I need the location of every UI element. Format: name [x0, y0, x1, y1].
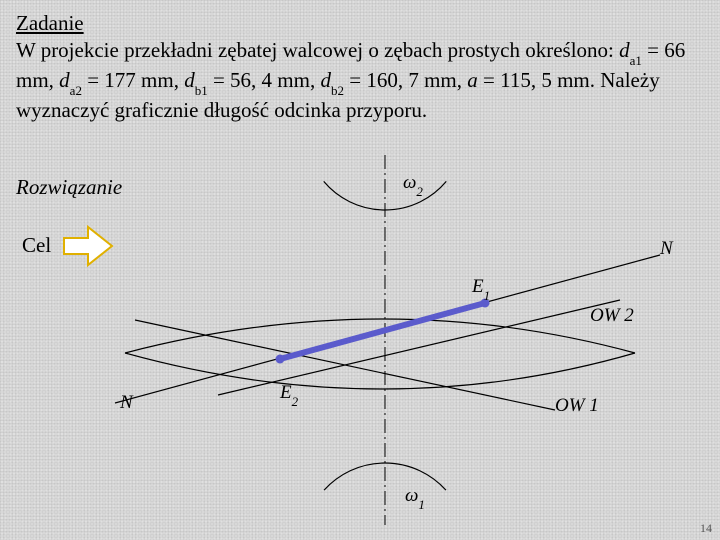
label-N-right: N	[660, 238, 673, 260]
label-N-left: N	[120, 392, 133, 414]
label-E1: E1	[472, 276, 490, 301]
label-omega2: ω2	[403, 172, 423, 197]
cel-label: Cel	[22, 233, 51, 258]
label-E2: E2	[280, 382, 298, 407]
label-OW1: OW 1	[555, 395, 599, 417]
page-number: 14	[700, 521, 712, 536]
label-omega1: ω1	[405, 485, 425, 510]
heading: Zadanie	[16, 11, 84, 35]
block-arrow-icon	[62, 224, 117, 268]
label-OW2: OW 2	[590, 305, 634, 327]
problem-text: Zadanie W projekcie przekładni zębatej w…	[16, 10, 704, 123]
solution-label: Rozwiązanie	[16, 175, 122, 200]
